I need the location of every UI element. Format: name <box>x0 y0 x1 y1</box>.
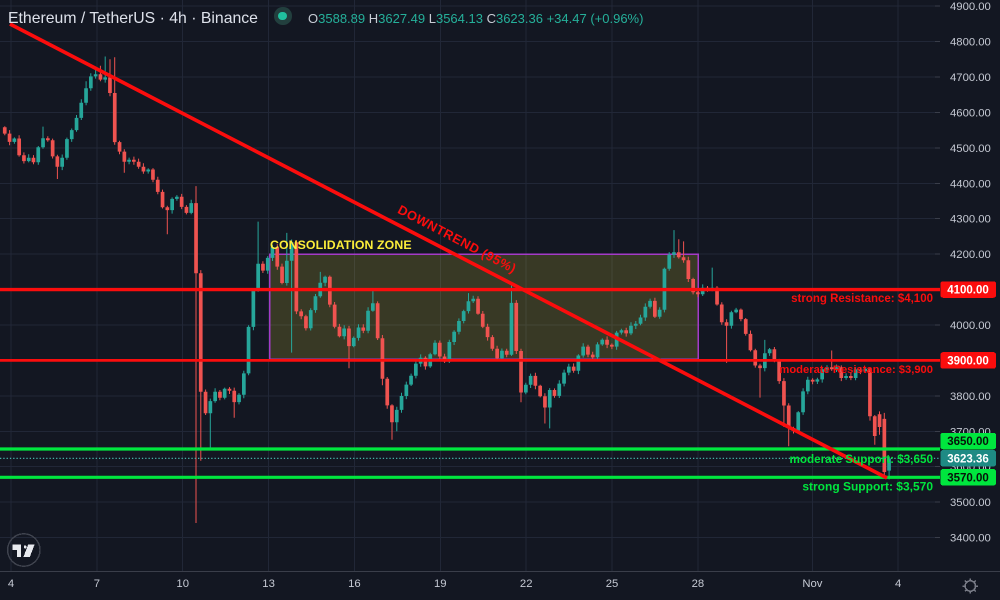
svg-text:4400.00: 4400.00 <box>950 178 991 190</box>
svg-text:strong Support: $3,570: strong Support: $3,570 <box>802 480 933 494</box>
svg-text:10: 10 <box>176 578 189 590</box>
svg-text:16: 16 <box>348 578 361 590</box>
svg-text:3900.00: 3900.00 <box>947 355 989 367</box>
svg-text:3400.00: 3400.00 <box>950 533 991 545</box>
svg-text:4700.00: 4700.00 <box>950 72 991 84</box>
svg-text:4500.00: 4500.00 <box>950 143 991 155</box>
svg-text:4200.00: 4200.00 <box>950 249 991 261</box>
svg-text:Nov: Nov <box>802 578 822 590</box>
svg-text:moderate Support: $3,650: moderate Support: $3,650 <box>789 453 933 466</box>
svg-text:3623.36: 3623.36 <box>947 453 989 465</box>
svg-text:4100.00: 4100.00 <box>947 285 989 297</box>
svg-text:3570.00: 3570.00 <box>947 472 989 484</box>
svg-text:4600.00: 4600.00 <box>950 108 991 120</box>
svg-text:7: 7 <box>94 578 100 590</box>
svg-text:CONSOLIDATION ZONE: CONSOLIDATION ZONE <box>270 238 412 252</box>
svg-text:3800.00: 3800.00 <box>950 391 991 403</box>
svg-text:4: 4 <box>8 578 14 590</box>
svg-text:moderate Resistance: $3,900: moderate Resistance: $3,900 <box>779 364 933 376</box>
svg-text:4000.00: 4000.00 <box>950 320 991 332</box>
svg-text:4800.00: 4800.00 <box>950 37 991 49</box>
svg-text:22: 22 <box>520 578 533 590</box>
svg-text:4: 4 <box>895 578 901 590</box>
svg-text:25: 25 <box>606 578 619 590</box>
svg-text:13: 13 <box>262 578 275 590</box>
svg-text:3500.00: 3500.00 <box>950 497 991 509</box>
svg-text:4300.00: 4300.00 <box>950 214 991 226</box>
svg-text:strong Resistance: $4,100: strong Resistance: $4,100 <box>791 293 933 305</box>
svg-text:19: 19 <box>434 578 447 590</box>
svg-text:3650.00: 3650.00 <box>947 436 989 448</box>
svg-text:4900.00: 4900.00 <box>950 1 991 13</box>
svg-text:28: 28 <box>692 578 705 590</box>
